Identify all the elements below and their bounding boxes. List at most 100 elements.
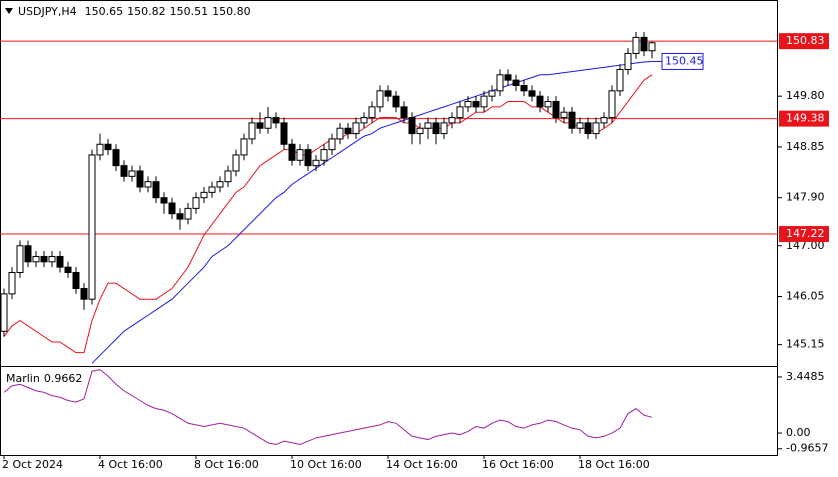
y2-tick-label: 3.4485 <box>786 370 825 383</box>
candle-body <box>256 122 264 129</box>
candle-body <box>584 122 592 135</box>
candle-body <box>560 111 568 119</box>
candle-body <box>280 122 288 145</box>
candle-body <box>544 101 552 108</box>
candle-body <box>128 170 136 177</box>
candle-body <box>616 68 624 92</box>
candle-body <box>8 271 16 295</box>
candle-body <box>200 191 208 199</box>
candle-body <box>40 255 48 263</box>
candle-body <box>480 95 488 108</box>
candle-body <box>88 154 96 300</box>
ma-label: 150.45 <box>665 54 704 67</box>
candle-body <box>72 271 80 290</box>
candle-body <box>352 122 360 135</box>
y-tick-label: 149.80 <box>786 89 825 102</box>
y2-tick-label: -0.9657 <box>786 442 828 455</box>
plot-frame <box>0 0 778 456</box>
indicator-value: 0.9662 <box>44 372 83 385</box>
x-tick-label: 18 Oct 16:00 <box>578 458 650 471</box>
candle-body <box>424 122 432 129</box>
candle-body <box>520 84 528 92</box>
y-tick-label: 145.15 <box>786 338 825 351</box>
candle-body <box>392 95 400 108</box>
level-label: 147.22 <box>786 227 825 240</box>
candle-body <box>632 36 640 54</box>
candle-body <box>192 197 200 209</box>
candle-body <box>264 117 272 129</box>
candle-body <box>96 143 104 156</box>
candle-body <box>32 255 40 263</box>
candle-body <box>496 74 504 92</box>
y-tick-label: 147.90 <box>786 191 825 204</box>
close-label: 150.80 <box>212 5 251 18</box>
candle-body <box>504 74 512 81</box>
x-tick-label: 10 Oct 16:00 <box>290 458 362 471</box>
moving-average <box>91 60 653 364</box>
y-tick-label: 148.85 <box>786 140 825 153</box>
candle-body <box>80 288 88 300</box>
candle-body <box>624 52 632 70</box>
candle-body <box>272 117 280 124</box>
x-tick-label: 8 Oct 16:00 <box>194 458 259 471</box>
candle-body <box>400 106 408 119</box>
x-tick-label: 16 Oct 16:00 <box>482 458 554 471</box>
x-tick-label: 2 Oct 2024 <box>2 458 63 471</box>
ma-label-box <box>661 52 704 70</box>
candle-body <box>328 138 336 151</box>
candle-body <box>376 90 384 108</box>
candle-body <box>512 79 520 86</box>
y-tick-label: 147.00 <box>786 239 825 252</box>
candle-body <box>312 159 320 167</box>
candle-body <box>648 42 656 52</box>
candle-body <box>368 106 376 119</box>
indicator-line <box>3 369 653 445</box>
moving-average <box>3 74 653 354</box>
candle-body <box>168 202 176 215</box>
candle-body <box>144 181 152 188</box>
candle-body <box>360 117 368 124</box>
open-label: 150.65 <box>85 5 124 18</box>
candle-body <box>600 117 608 124</box>
candle-body <box>48 255 56 263</box>
candle-body <box>416 127 424 135</box>
candle-body <box>120 165 128 177</box>
symbol: USDJPY,H4 <box>18 5 77 18</box>
candle-body <box>112 149 120 167</box>
low-label: 150.51 <box>170 5 209 18</box>
candle-body <box>16 245 24 273</box>
candle-body <box>216 181 224 188</box>
menu-arrow[interactable] <box>5 8 13 14</box>
candle-body <box>104 143 112 151</box>
candle-body <box>152 181 160 199</box>
candle-body <box>384 90 392 97</box>
header: USDJPY,H4 150.65 150.82 150.51 150.80 <box>18 5 251 18</box>
candle-body <box>160 197 168 204</box>
candle-body <box>336 127 344 140</box>
indicator-header: Marlin 0.9662 <box>6 372 82 385</box>
candle-body <box>0 293 8 332</box>
level-label-box <box>779 226 829 243</box>
x-tick-label: 14 Oct 16:00 <box>386 458 458 471</box>
candle-body <box>536 95 544 108</box>
y-tick-label: 146.05 <box>786 290 825 303</box>
candle-body <box>176 213 184 220</box>
level-label-box <box>779 110 829 127</box>
candle-body <box>240 138 248 156</box>
candle-body <box>408 117 416 135</box>
level-label-box <box>779 33 829 50</box>
candle-body <box>208 186 216 193</box>
candle-body <box>440 122 448 135</box>
level-label: 150.83 <box>786 34 825 47</box>
candle-body <box>56 255 64 268</box>
indicator-name: Marlin <box>6 372 40 385</box>
candle-body <box>464 101 472 108</box>
candle-body <box>288 143 296 161</box>
candle-body <box>224 170 232 183</box>
candle-body <box>432 122 440 135</box>
y2-tick-label: 0.00 <box>786 426 811 439</box>
candle-body <box>232 154 240 172</box>
candle-body <box>528 90 536 97</box>
candle-body <box>296 149 304 161</box>
